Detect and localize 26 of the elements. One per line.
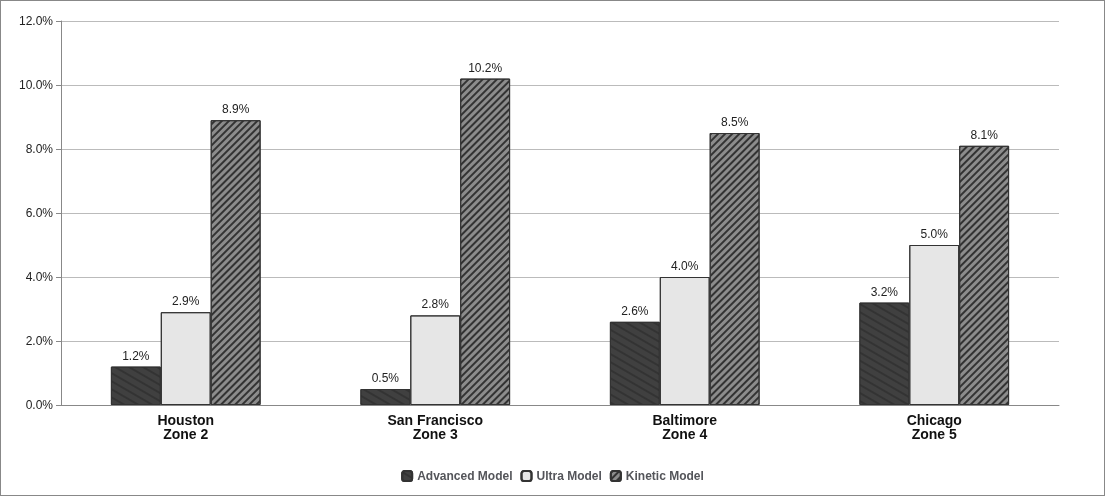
x-tick-label: Houston Zone 2 <box>157 412 215 442</box>
x-tick-label: San Francisco Zone 3 <box>387 412 484 442</box>
x-tick-label: Chicago Zone 5 <box>906 412 962 442</box>
y-tick-label: 2.0% <box>25 334 54 348</box>
x-tick-label: Baltimore Zone 4 <box>652 412 718 442</box>
data-label: 8.1% <box>970 127 999 142</box>
y-tick-label: 6.0% <box>25 206 54 220</box>
data-label: 1.2% <box>122 348 150 363</box>
data-label: 0.5% <box>371 371 400 385</box>
y-tick-label: 10.0% <box>18 78 54 92</box>
data-label: 2.8% <box>421 297 450 312</box>
y-tick-label: 12.0% <box>18 14 54 28</box>
data-label: 8.9% <box>221 102 250 117</box>
y-tick-label: 0.0% <box>25 398 54 412</box>
legend-label: Ultra Model <box>536 469 602 483</box>
y-tick-label: 4.0% <box>25 270 54 284</box>
data-label: 8.5% <box>720 115 749 129</box>
data-label: 3.2% <box>870 284 899 299</box>
data-label: 2.9% <box>172 294 200 309</box>
data-label: 4.0% <box>671 259 699 273</box>
data-label: 5.0% <box>920 227 949 241</box>
legend-label: Kinetic Model <box>625 469 704 483</box>
legend-label: Advanced Model <box>417 469 513 483</box>
data-label: 10.2% <box>468 60 503 75</box>
y-tick-label: 8.0% <box>25 142 54 156</box>
data-label: 2.6% <box>621 303 649 318</box>
